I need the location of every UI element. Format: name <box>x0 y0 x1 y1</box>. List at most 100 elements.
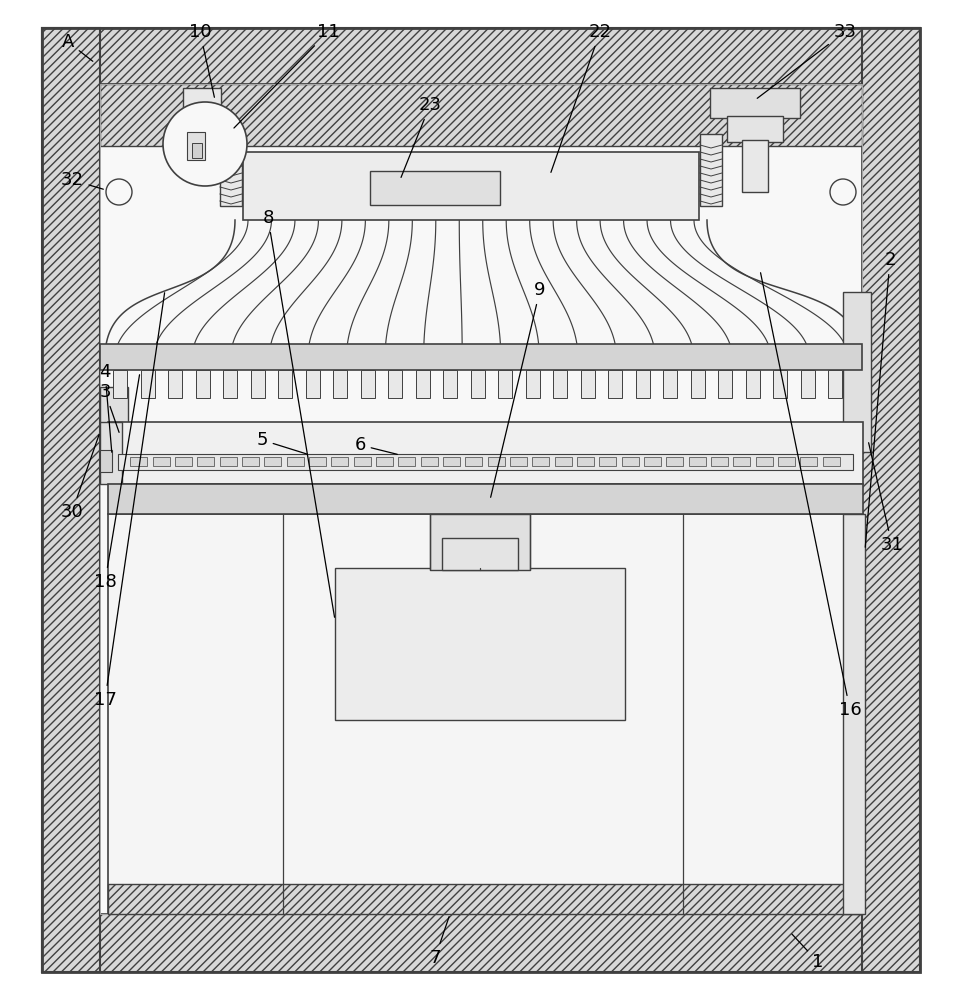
Bar <box>777 457 794 466</box>
Bar <box>108 514 862 914</box>
Bar <box>690 370 704 398</box>
Bar <box>42 28 100 972</box>
Bar <box>741 140 767 192</box>
Text: 30: 30 <box>61 435 99 521</box>
Bar <box>183 88 221 118</box>
Text: 5: 5 <box>256 431 307 454</box>
Bar <box>420 457 437 466</box>
Bar <box>100 84 861 914</box>
Text: 7: 7 <box>429 917 449 967</box>
Text: 16: 16 <box>760 273 860 719</box>
Bar <box>727 116 782 142</box>
Bar <box>398 457 415 466</box>
Bar <box>688 457 705 466</box>
Bar <box>580 370 595 398</box>
Bar <box>264 457 281 466</box>
Bar <box>745 370 759 398</box>
Text: 11: 11 <box>234 23 339 128</box>
Text: 6: 6 <box>354 436 397 454</box>
Bar <box>732 457 750 466</box>
Bar <box>471 370 484 398</box>
Bar <box>190 117 214 132</box>
Bar <box>333 370 347 398</box>
Bar <box>219 457 236 466</box>
Bar <box>100 344 861 370</box>
Bar <box>526 370 539 398</box>
Bar <box>441 538 517 570</box>
Bar <box>842 514 864 914</box>
Text: 3: 3 <box>99 383 119 432</box>
Bar <box>186 132 205 160</box>
Text: 10: 10 <box>188 23 214 97</box>
Circle shape <box>162 102 247 186</box>
Bar <box>718 370 731 398</box>
Bar <box>531 457 549 466</box>
Text: 8: 8 <box>262 209 334 617</box>
Text: 4: 4 <box>99 363 111 452</box>
Bar <box>376 457 393 466</box>
Bar <box>842 292 870 452</box>
Bar <box>822 457 839 466</box>
Bar <box>108 484 862 514</box>
Bar <box>42 28 919 86</box>
Bar <box>220 134 242 206</box>
Bar <box>197 457 214 466</box>
Bar <box>42 914 919 972</box>
Bar <box>354 457 370 466</box>
Bar <box>773 370 787 398</box>
Bar <box>100 422 122 484</box>
Circle shape <box>829 179 855 205</box>
Bar <box>710 457 727 466</box>
Text: 18: 18 <box>93 375 139 591</box>
Bar <box>577 457 593 466</box>
Bar <box>443 370 457 398</box>
Bar <box>153 457 169 466</box>
Text: 23: 23 <box>401 96 441 177</box>
Bar <box>861 28 919 972</box>
Text: 33: 33 <box>756 23 855 98</box>
Bar <box>118 454 852 470</box>
Circle shape <box>106 179 132 205</box>
Bar <box>141 370 155 398</box>
Bar <box>100 387 128 455</box>
Bar <box>334 568 625 720</box>
Bar <box>430 514 530 570</box>
Bar <box>663 370 677 398</box>
Bar <box>100 84 861 146</box>
Bar <box>442 457 459 466</box>
Bar <box>286 457 304 466</box>
Bar <box>700 134 722 206</box>
Bar <box>554 457 571 466</box>
Bar <box>415 370 430 398</box>
Bar <box>621 457 638 466</box>
Bar <box>175 457 192 466</box>
Bar <box>608 370 622 398</box>
Text: A: A <box>62 33 92 61</box>
Bar <box>306 370 320 398</box>
Bar <box>251 370 264 398</box>
Text: 31: 31 <box>868 443 902 554</box>
Bar <box>509 457 527 466</box>
Text: 2: 2 <box>864 251 895 547</box>
Bar <box>108 884 862 914</box>
Bar <box>801 370 814 398</box>
Text: 1: 1 <box>791 934 823 971</box>
Text: 22: 22 <box>551 23 611 172</box>
Bar <box>279 370 292 398</box>
Bar <box>635 370 650 398</box>
Bar <box>709 88 800 118</box>
Bar <box>100 84 861 914</box>
Text: 9: 9 <box>490 281 545 497</box>
Bar <box>243 152 699 220</box>
Text: 32: 32 <box>61 171 103 189</box>
Bar <box>108 422 862 484</box>
Bar <box>196 370 209 398</box>
Bar <box>498 370 512 398</box>
Bar <box>388 370 402 398</box>
Bar <box>643 457 660 466</box>
Bar <box>331 457 348 466</box>
Bar <box>465 457 481 466</box>
Bar <box>755 457 772 466</box>
Bar <box>130 457 147 466</box>
Text: 17: 17 <box>93 293 164 709</box>
